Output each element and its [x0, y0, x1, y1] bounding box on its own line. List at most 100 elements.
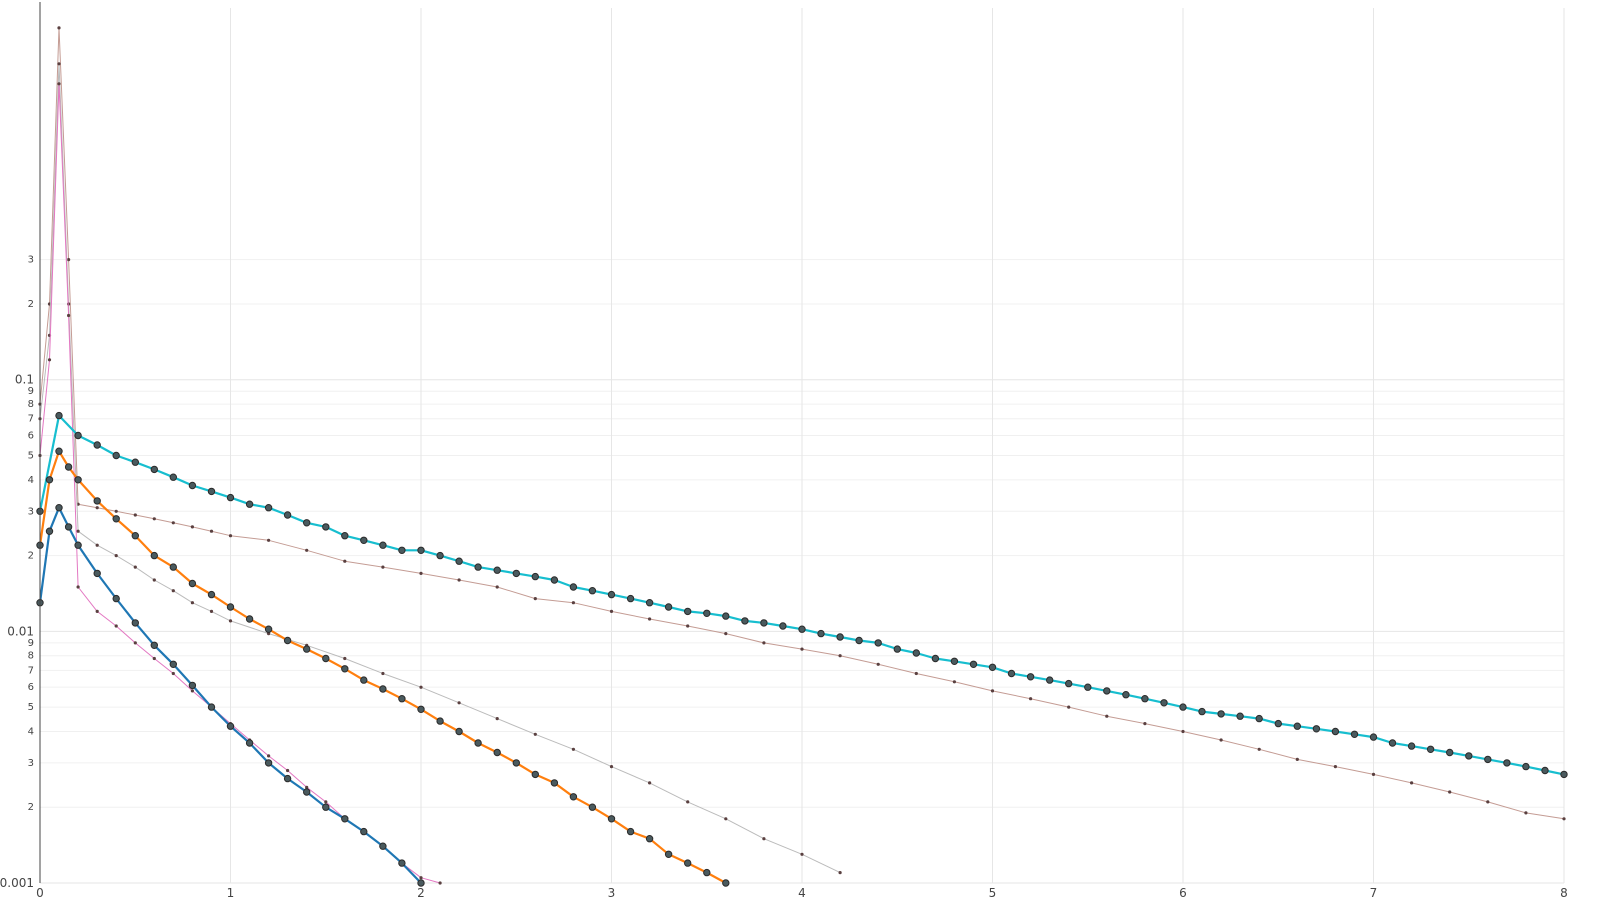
data-point — [1257, 747, 1261, 751]
data-point — [74, 476, 82, 484]
data-point — [45, 476, 54, 484]
data-point — [1522, 762, 1530, 771]
data-point — [1255, 714, 1263, 723]
data-point — [1426, 745, 1435, 753]
data-point — [836, 633, 844, 641]
data-point — [1046, 676, 1054, 684]
data-point — [188, 481, 197, 490]
data-point — [817, 629, 825, 638]
data-point — [722, 879, 730, 887]
data-point — [343, 559, 347, 563]
data-point — [379, 842, 387, 850]
data-point — [1541, 766, 1549, 775]
data-point — [55, 447, 63, 455]
y-minor-tick-label: 2 — [28, 802, 34, 813]
data-point — [474, 739, 482, 747]
data-point — [645, 835, 654, 843]
x-tick-label: 8 — [1560, 886, 1568, 900]
data-point — [64, 523, 73, 531]
y-minor-tick-label: 3 — [28, 255, 34, 266]
data-point — [1029, 697, 1033, 701]
x-tick-label: 3 — [608, 886, 616, 900]
data-point — [493, 566, 501, 574]
data-point — [341, 532, 349, 540]
data-point — [436, 717, 444, 725]
data-point — [722, 612, 730, 620]
data-point — [703, 868, 711, 877]
data-point — [931, 654, 940, 663]
data-point — [93, 441, 101, 449]
y-minor-tick-label: 5 — [28, 450, 34, 461]
data-point — [74, 431, 82, 440]
data-point — [207, 590, 216, 599]
data-point — [57, 62, 61, 66]
data-point — [1371, 772, 1376, 777]
data-point — [150, 465, 159, 474]
data-point — [226, 493, 235, 502]
data-point — [531, 572, 539, 581]
data-point — [245, 739, 254, 747]
series-line — [39, 63, 841, 874]
data-point — [645, 599, 654, 607]
data-point — [343, 656, 347, 661]
data-point — [419, 571, 423, 576]
data-point — [724, 817, 728, 821]
data-point — [855, 636, 863, 645]
y-minor-tick-label: 4 — [28, 475, 34, 486]
data-point — [74, 541, 82, 549]
data-point — [133, 641, 137, 645]
data-point — [112, 594, 120, 603]
data-point — [283, 774, 292, 783]
data-point — [360, 827, 368, 836]
data-point — [1465, 752, 1473, 760]
data-point — [398, 695, 406, 703]
data-point — [438, 881, 442, 885]
data-point — [1295, 757, 1299, 762]
data-point — [133, 565, 137, 569]
data-point — [1448, 790, 1452, 794]
data-point — [762, 641, 766, 645]
data-point — [609, 765, 614, 769]
data-point — [169, 660, 178, 668]
y-major-tick-label: 0.1 — [15, 373, 34, 387]
data-point — [1181, 729, 1185, 734]
data-point — [209, 529, 214, 533]
data-point — [1446, 748, 1454, 757]
data-point — [838, 654, 842, 658]
data-point — [893, 645, 901, 653]
data-point — [1369, 733, 1378, 741]
data-point — [95, 543, 99, 547]
data-point — [533, 732, 537, 736]
series-line — [38, 450, 727, 884]
data-point — [188, 579, 197, 588]
data-point — [93, 497, 101, 505]
data-point — [569, 793, 578, 801]
data-point — [95, 609, 99, 614]
y-minor-tick-label: 4 — [28, 726, 34, 737]
data-point — [190, 525, 194, 529]
data-point — [800, 647, 804, 651]
data-point — [531, 770, 539, 779]
data-point — [190, 689, 194, 693]
data-point — [1141, 695, 1149, 703]
data-point — [571, 747, 576, 751]
data-point — [417, 546, 425, 554]
data-point — [990, 689, 995, 693]
data-point — [779, 622, 787, 630]
data-point — [264, 759, 273, 767]
data-point — [1236, 712, 1244, 720]
data-point — [67, 258, 71, 262]
data-point — [303, 519, 311, 527]
data-point — [876, 662, 880, 666]
data-point — [838, 871, 842, 875]
data-point — [1105, 714, 1109, 718]
x-tick-label: 4 — [798, 886, 806, 900]
data-point — [607, 590, 616, 599]
data-point — [703, 609, 711, 617]
data-point — [303, 645, 311, 653]
data-point — [283, 636, 292, 645]
data-point — [569, 583, 578, 591]
data-point — [171, 521, 175, 525]
data-point — [360, 536, 368, 544]
data-point — [1160, 699, 1168, 707]
